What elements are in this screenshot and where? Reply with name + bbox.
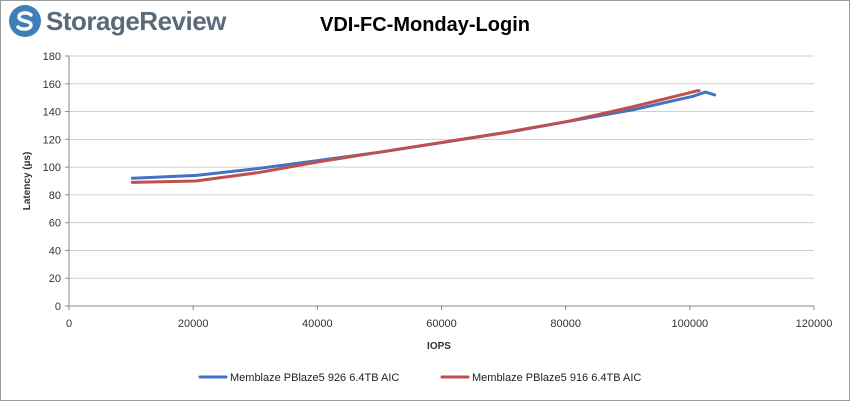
x-axis-title: IOPS xyxy=(427,341,451,352)
y-tick-label: 140 xyxy=(43,107,61,119)
x-tick-label: 0 xyxy=(66,318,72,330)
logo: StorageReview xyxy=(8,4,226,38)
y-tick-label: 80 xyxy=(49,190,61,202)
chart-title: VDI-FC-Monday-Login xyxy=(320,14,530,36)
x-tick-label: 120000 xyxy=(796,318,833,330)
storagereview-logo-icon xyxy=(9,5,41,37)
legend-label-1: Memblaze PBlaze5 926 6.4TB AIC xyxy=(230,372,399,384)
y-tick-label: 40 xyxy=(49,245,61,257)
y-tick-label: 60 xyxy=(49,218,61,230)
logo-text: StorageReview xyxy=(46,5,226,36)
series-line-2 xyxy=(130,89,701,184)
y-tick-label: 180 xyxy=(43,51,61,63)
y-tick-label: 120 xyxy=(43,134,61,146)
legend-label-2: Memblaze PBlaze5 916 6.4TB AIC xyxy=(472,372,641,384)
y-tick-label: 20 xyxy=(49,273,61,285)
x-tick-label: 60000 xyxy=(426,318,457,330)
x-tick-label: 40000 xyxy=(302,318,333,330)
y-tick-label: 0 xyxy=(55,301,61,313)
x-tick-label: 100000 xyxy=(671,318,708,330)
x-tick-label: 20000 xyxy=(178,318,209,330)
series-line-1 xyxy=(130,90,717,180)
y-axis-title: Latency (µs) xyxy=(22,152,33,211)
y-tick-label: 160 xyxy=(43,79,61,91)
x-tick-label: 80000 xyxy=(550,318,581,330)
y-tick-label: 100 xyxy=(43,162,61,174)
